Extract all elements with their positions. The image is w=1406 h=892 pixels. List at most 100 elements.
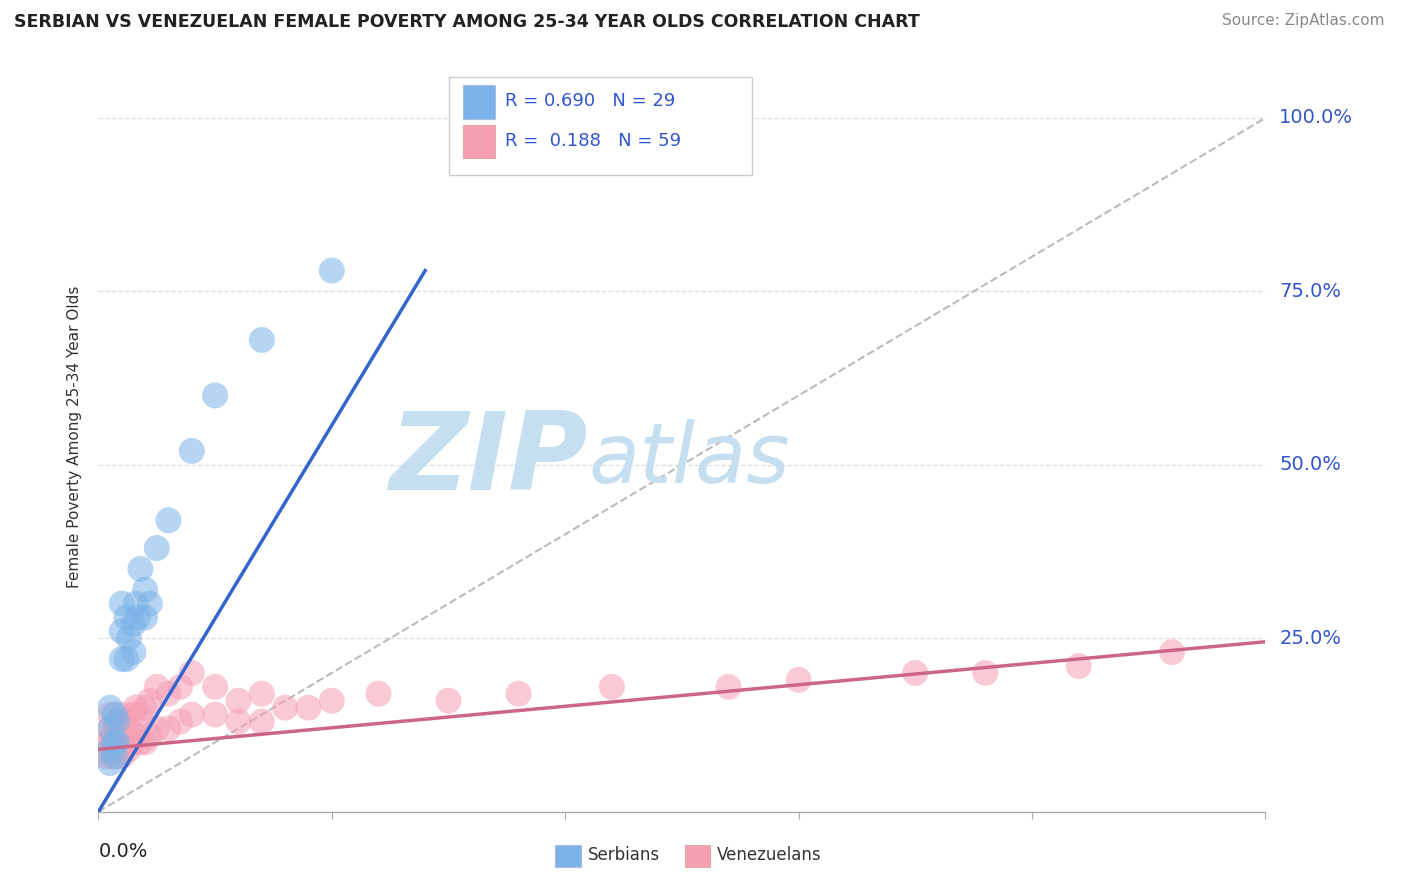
- Point: [97, 735, 120, 749]
- Point: [98, 742, 121, 756]
- Point: [250, 687, 273, 701]
- Point: [111, 707, 134, 722]
- Point: [125, 728, 148, 742]
- Point: [157, 687, 180, 701]
- Point: [180, 444, 202, 458]
- Point: [122, 707, 145, 722]
- Point: [129, 562, 152, 576]
- Point: [104, 722, 127, 736]
- Point: [321, 263, 343, 277]
- Point: [105, 735, 128, 749]
- Text: 100.0%: 100.0%: [1279, 109, 1354, 128]
- Point: [111, 749, 134, 764]
- Point: [1161, 645, 1184, 659]
- Point: [180, 707, 202, 722]
- Point: [204, 680, 226, 694]
- Point: [101, 742, 124, 756]
- Text: Source: ZipAtlas.com: Source: ZipAtlas.com: [1222, 13, 1385, 29]
- Text: SERBIAN VS VENEZUELAN FEMALE POVERTY AMONG 25-34 YEAR OLDS CORRELATION CHART: SERBIAN VS VENEZUELAN FEMALE POVERTY AMO…: [14, 13, 920, 31]
- Point: [437, 694, 460, 708]
- Point: [98, 722, 121, 736]
- Text: R = 0.690   N = 29: R = 0.690 N = 29: [505, 93, 675, 111]
- Point: [98, 707, 121, 722]
- Point: [98, 756, 121, 771]
- Point: [321, 694, 343, 708]
- Point: [115, 714, 138, 729]
- Text: Venezuelans: Venezuelans: [717, 846, 821, 863]
- Point: [129, 735, 152, 749]
- Point: [98, 700, 121, 714]
- Point: [104, 735, 127, 749]
- Point: [134, 610, 156, 624]
- Point: [111, 652, 134, 666]
- Point: [157, 513, 180, 527]
- Point: [228, 714, 250, 729]
- FancyBboxPatch shape: [463, 125, 495, 159]
- Text: 0.0%: 0.0%: [98, 842, 148, 861]
- Point: [146, 541, 169, 555]
- Point: [115, 610, 138, 624]
- Text: 75.0%: 75.0%: [1279, 282, 1341, 301]
- Point: [98, 722, 121, 736]
- Point: [98, 735, 121, 749]
- Point: [104, 707, 127, 722]
- Text: atlas: atlas: [589, 419, 790, 500]
- Point: [122, 617, 145, 632]
- Point: [904, 665, 927, 680]
- Point: [274, 700, 297, 714]
- Point: [134, 700, 156, 714]
- Point: [367, 687, 389, 701]
- Point: [125, 700, 148, 714]
- Point: [1067, 659, 1090, 673]
- Point: [129, 707, 152, 722]
- Point: [228, 694, 250, 708]
- Point: [105, 749, 128, 764]
- Text: 50.0%: 50.0%: [1279, 455, 1341, 475]
- Point: [122, 645, 145, 659]
- Point: [118, 742, 141, 756]
- FancyBboxPatch shape: [449, 78, 752, 175]
- Point: [508, 687, 530, 701]
- Point: [974, 665, 997, 680]
- Point: [101, 728, 124, 742]
- Point: [717, 680, 740, 694]
- Point: [139, 694, 162, 708]
- Text: ZIP: ZIP: [391, 407, 589, 513]
- Point: [157, 722, 180, 736]
- Point: [204, 388, 226, 402]
- Text: 25.0%: 25.0%: [1279, 629, 1341, 648]
- Point: [250, 333, 273, 347]
- Point: [105, 714, 128, 729]
- Point: [139, 597, 162, 611]
- Point: [204, 707, 226, 722]
- Point: [104, 749, 127, 764]
- Point: [180, 665, 202, 680]
- Point: [134, 735, 156, 749]
- Point: [94, 749, 117, 764]
- Point: [146, 722, 169, 736]
- Point: [146, 680, 169, 694]
- Point: [122, 735, 145, 749]
- Point: [297, 700, 319, 714]
- Point: [118, 632, 141, 646]
- Point: [118, 722, 141, 736]
- Point: [115, 735, 138, 749]
- Point: [105, 714, 128, 729]
- Y-axis label: Female Poverty Among 25-34 Year Olds: Female Poverty Among 25-34 Year Olds: [67, 286, 83, 588]
- Point: [787, 673, 810, 687]
- Point: [104, 742, 127, 756]
- Point: [111, 624, 134, 639]
- Point: [108, 728, 131, 742]
- Point: [127, 610, 149, 624]
- Point: [105, 735, 128, 749]
- Point: [108, 742, 131, 756]
- Text: Serbians: Serbians: [588, 846, 659, 863]
- Point: [111, 728, 134, 742]
- Point: [250, 714, 273, 729]
- Point: [134, 582, 156, 597]
- Point: [98, 749, 121, 764]
- Point: [115, 652, 138, 666]
- Point: [125, 597, 148, 611]
- FancyBboxPatch shape: [463, 85, 495, 119]
- Point: [169, 680, 191, 694]
